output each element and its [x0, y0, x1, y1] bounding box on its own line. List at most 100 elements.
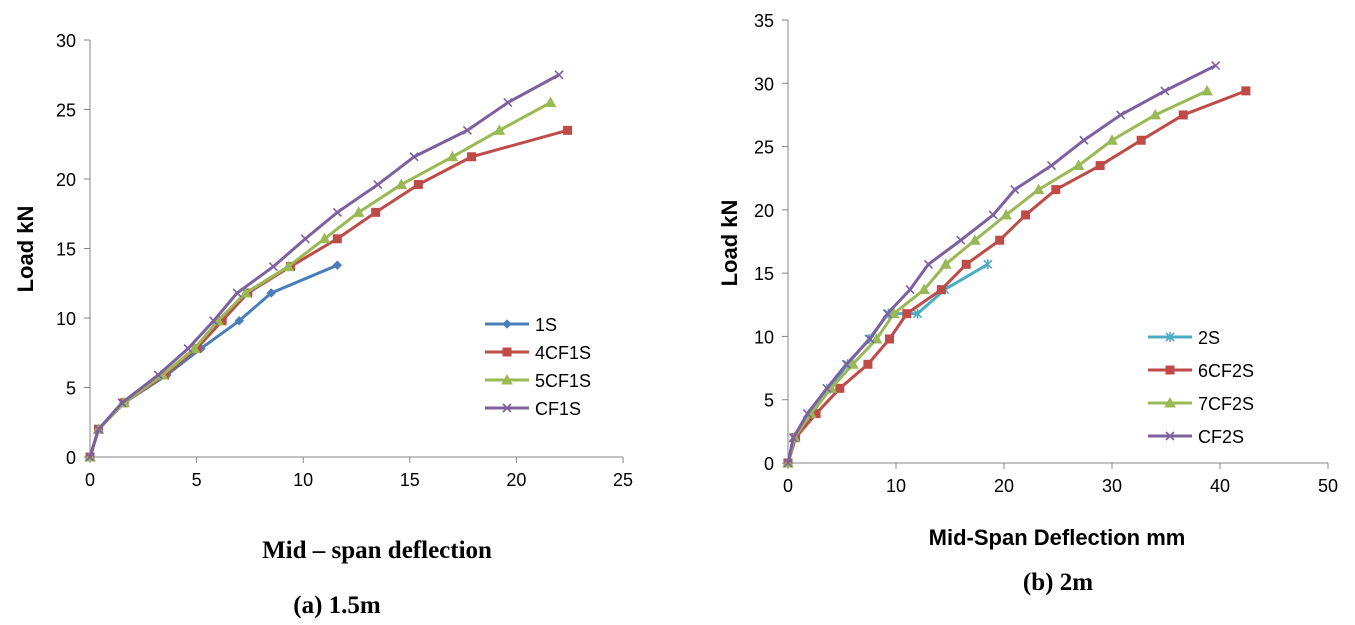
- chart-a-legend: 1S 4CF1S 5CF1S CF1S: [485, 315, 591, 419]
- chart-a-caption: (a) 1.5m: [293, 592, 381, 619]
- chart-b-axes: 0 10 20 30 40 50 0 5 10 15 20 25 30 35: [754, 11, 1338, 496]
- data-point-6CF2S: [835, 383, 845, 393]
- y-tick-label: 25: [56, 101, 76, 121]
- legend-marker-4CF1S: [502, 347, 512, 357]
- data-point-CF2S: [1116, 110, 1126, 120]
- data-point-CF2S: [956, 235, 966, 245]
- data-point-7CF2S: [846, 358, 859, 369]
- x-tick-label: 10: [886, 476, 906, 496]
- data-point-5CF1S: [493, 124, 506, 135]
- data-point-4CF1S: [467, 152, 477, 162]
- data-point-7CF2S: [1201, 84, 1213, 96]
- data-point-5CF1S: [188, 342, 201, 354]
- data-point-CF1S: [332, 207, 342, 217]
- data-point-7CF2S: [1072, 159, 1085, 171]
- data-point-CF2S: [865, 334, 875, 344]
- chart-a-axes: 0 5 10 15 20 25 0 5 10 15 20 25 30: [56, 31, 633, 490]
- series-line-6CF2S: [786, 89, 1247, 464]
- data-point-CF1S: [209, 316, 219, 326]
- data-point-4CF1S: [371, 207, 381, 217]
- data-point-CF1S: [503, 97, 513, 108]
- data-point-6CF2S: [1178, 110, 1188, 120]
- y-tick-label: 30: [754, 74, 774, 94]
- data-point-5CF1S: [446, 150, 459, 162]
- data-point-7CF2S: [968, 234, 981, 245]
- data-point-CF1S: [554, 70, 564, 80]
- legend-label-4CF1S: 4CF1S: [535, 343, 591, 363]
- data-point-5CF1S: [239, 286, 252, 298]
- data-point-6CF2S: [1051, 185, 1061, 195]
- data-point-CF2S: [1079, 135, 1089, 145]
- chart-b: 0 10 20 30 40 50 0 5 10 15 20 25 30 35 2S 6CF2S 7CF2S CF…: [717, 11, 1338, 596]
- x-tick-label: 30: [1102, 476, 1122, 496]
- x-tick-label: 40: [1210, 476, 1230, 496]
- data-point-CF1S: [268, 262, 278, 272]
- data-point-CF1S: [93, 424, 104, 434]
- data-point-CF2S: [923, 259, 933, 269]
- data-point-5CF1S: [282, 260, 295, 272]
- legend-label-6CF2S: 6CF2S: [1198, 361, 1254, 381]
- data-point-6CF2S: [902, 309, 912, 319]
- chart-b-ylabel: Load kN: [717, 200, 742, 287]
- data-point-4CF1S: [563, 125, 573, 135]
- legend-label-2S: 2S: [1198, 328, 1220, 348]
- data-point-7CF2S: [939, 258, 952, 269]
- data-point-6CF2S: [863, 359, 873, 369]
- data-point-6CF2S: [1241, 86, 1251, 96]
- data-point-CF1S: [462, 125, 472, 135]
- chart-a-series: [84, 70, 573, 462]
- y-tick-label: 0: [66, 448, 76, 468]
- y-tick-label: 5: [764, 391, 774, 411]
- legend-marker-2S: [1165, 332, 1175, 342]
- legend-marker-6CF2S: [1165, 365, 1175, 375]
- data-point-1S: [266, 288, 276, 298]
- data-point-7CF2S: [1032, 183, 1045, 195]
- data-point-4CF1S: [413, 180, 423, 190]
- legend-marker-7CF2S: [1164, 396, 1176, 408]
- data-point-CF2S: [841, 359, 851, 369]
- data-point-CF1S: [183, 344, 193, 354]
- legend-label-5CF1S: 5CF1S: [535, 371, 591, 391]
- data-point-CF2S: [1160, 86, 1170, 96]
- y-tick-label: 30: [56, 31, 76, 51]
- series-line-CF1S: [88, 73, 560, 458]
- x-tick-label: 10: [293, 470, 313, 490]
- data-point-5CF1S: [352, 206, 365, 217]
- y-tick-label: 25: [754, 138, 774, 158]
- data-point-1S: [234, 316, 244, 326]
- series-line-7CF2S: [786, 89, 1208, 464]
- data-point-CF1S: [409, 152, 419, 162]
- data-point-CF1S: [300, 234, 310, 244]
- y-tick-label: 20: [754, 201, 774, 221]
- y-tick-label: 5: [66, 379, 76, 399]
- data-point-5CF1S: [544, 96, 557, 108]
- data-point-CF2S: [822, 383, 832, 393]
- y-tick-label: 20: [56, 170, 76, 190]
- data-point-CF1S: [85, 452, 95, 462]
- x-tick-label: 0: [85, 470, 95, 490]
- data-point-4CF1S: [332, 234, 342, 244]
- data-point-7CF2S: [1149, 108, 1162, 120]
- x-tick-label: 20: [994, 476, 1014, 496]
- data-point-6CF2S: [961, 259, 971, 269]
- y-tick-label: 10: [754, 327, 774, 347]
- y-tick-label: 35: [754, 11, 774, 31]
- data-point-5CF1S: [318, 232, 331, 244]
- x-tick-label: 15: [400, 470, 420, 490]
- data-point-CF2S: [988, 210, 998, 220]
- legend-label-CF2S: CF2S: [1198, 427, 1244, 447]
- data-point-CF2S: [1211, 61, 1221, 71]
- legend-marker-CF2S: [1165, 431, 1175, 441]
- legend-label-7CF2S: 7CF2S: [1198, 394, 1254, 414]
- legend-marker-CF1S: [502, 403, 512, 413]
- data-point-7CF2S: [918, 283, 930, 295]
- data-point-1S: [332, 260, 343, 270]
- data-point-CF2S: [1010, 185, 1020, 195]
- y-tick-label: 10: [56, 309, 76, 329]
- x-tick-label: 5: [192, 470, 202, 490]
- data-point-6CF2S: [885, 334, 895, 344]
- chart-b-legend: 2S 6CF2S 7CF2S CF2S: [1148, 328, 1254, 447]
- y-tick-label: 0: [764, 454, 774, 474]
- data-point-5CF1S: [395, 178, 408, 190]
- data-point-7CF2S: [870, 332, 883, 344]
